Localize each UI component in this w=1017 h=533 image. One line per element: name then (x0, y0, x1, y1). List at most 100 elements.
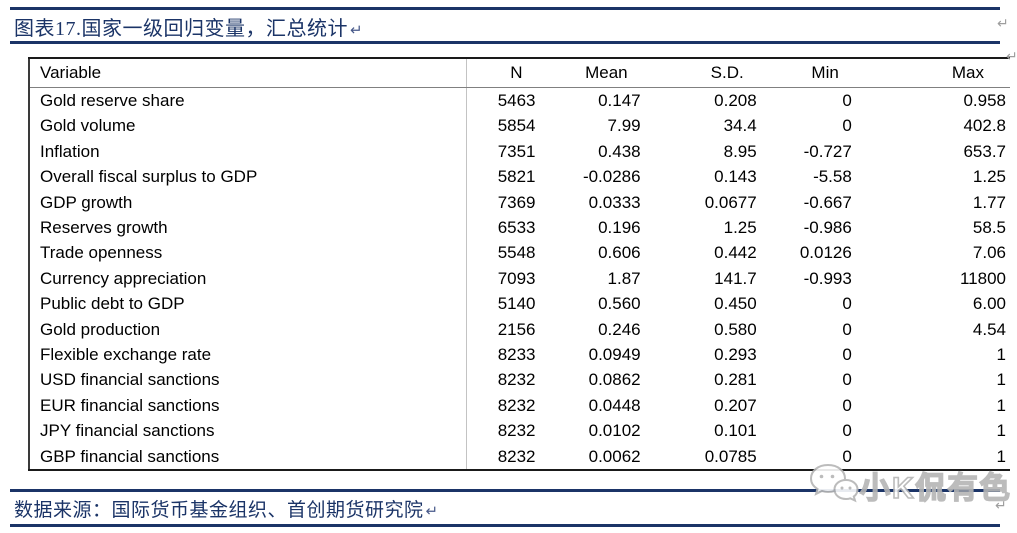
value-cell: 58.5 (972, 218, 1006, 238)
variable-name-cell: EUR financial sanctions (29, 392, 467, 419)
value-cell: 4.54 (972, 319, 1006, 339)
value-cell: 0.143 (714, 167, 757, 187)
table-row: Overall fiscal surplus to GDP 5821 -0.0286… (29, 164, 1010, 190)
value-cell: 0.0949 (588, 345, 641, 365)
value-cell: 1 (996, 395, 1006, 415)
value-cell: 0 (842, 345, 852, 365)
header-cell: Min (765, 58, 861, 88)
value-cell: -0.993 (803, 268, 852, 288)
value-cell: 0.0862 (588, 370, 641, 390)
table-row: EUR financial sanctions 8232 0.0448 0.207 0 1 (29, 392, 1010, 419)
watermark-text: 小K侃有色 (859, 471, 1012, 506)
value-cell: -0.986 (803, 218, 852, 238)
bottom-rule-lower (10, 524, 1000, 527)
value-cell: 0.580 (714, 319, 757, 339)
summary-statistics-table: Variable N Mean S.D. Min Max Gold reserve sha… (28, 57, 1010, 472)
value-cell: 0.0062 (588, 446, 641, 466)
value-cell: 8232 (497, 370, 536, 390)
value-cell: 5140 (497, 294, 536, 314)
data-source-text: 数据来源：国际货币基金组织、首创期货研究院 (14, 500, 424, 521)
paragraph-return-icon: ↵ (350, 22, 364, 39)
variable-name-cell: JPY financial sanctions (29, 418, 467, 444)
variable-name-cell: Currency appreciation (29, 265, 467, 292)
value-cell: 0 (842, 294, 852, 314)
value-cell: 11800 (959, 268, 1006, 288)
row-end-return-icon: ↵ (995, 497, 1007, 513)
header-cell-variable: Variable (29, 58, 467, 88)
variable-name-cell: Gold production (29, 316, 467, 343)
table-row: Public debt to GDP 5140 0.560 0.450 0 6.00 (29, 291, 1010, 317)
value-cell: 8.95 (723, 141, 757, 161)
table-header: Variable N Mean S.D. Min Max (29, 58, 1010, 88)
value-cell: 0.0102 (588, 421, 641, 441)
table-row: Reserves growth 6533 0.196 1.25 -0.986 58.5 (29, 215, 1010, 241)
value-cell: 1 (996, 446, 1006, 466)
variable-name-cell: GBP financial sanctions (29, 443, 467, 471)
value-cell: 0.0785 (704, 446, 757, 466)
watermark: 小K侃有色 (808, 462, 1012, 508)
value-cell: 1.25 (723, 218, 757, 238)
value-cell: -0.727 (803, 141, 852, 161)
value-cell: 0.0126 (799, 243, 852, 263)
variable-name-cell: Gold volume (29, 113, 467, 139)
value-cell: 6533 (497, 218, 536, 238)
value-cell: 8232 (497, 421, 536, 441)
value-cell: 0.450 (714, 294, 757, 314)
value-cell: 0.560 (598, 294, 641, 314)
value-cell: 0.246 (598, 319, 641, 339)
top-rule-lower (10, 41, 1000, 44)
variable-name-cell: Gold reserve share (29, 87, 467, 114)
table-row: Trade openness 5548 0.606 0.442 0.0126 7.06 (29, 240, 1010, 266)
table-body: Gold reserve share 5463 0.147 0.208 0 0.958 Go… (29, 87, 1010, 471)
top-rule-upper (10, 7, 1000, 10)
value-cell: 0 (842, 370, 852, 390)
value-cell: 5821 (497, 167, 536, 187)
value-cell: 0 (842, 116, 852, 136)
value-cell: 141.7 (714, 268, 757, 288)
value-cell: 0.442 (714, 243, 757, 263)
table-row: Flexible exchange rate 8233 0.0949 0.293 0 1 (29, 342, 1010, 368)
row-end-return-icon: ↵ (997, 15, 1009, 31)
value-cell: 5463 (497, 91, 536, 110)
figure-title: 图表17.国家一级回归变量，汇总统计 ↵ (14, 12, 363, 41)
variable-name-cell: Trade openness (29, 240, 467, 266)
table-row: Gold production 2156 0.246 0.580 0 4.54 (29, 316, 1010, 343)
variable-name-cell: GDP growth (29, 189, 467, 216)
table-row: JPY financial sanctions 8232 0.0102 0.101 0 1 (29, 418, 1010, 444)
header-cell: S.D. (649, 58, 766, 88)
value-cell: -0.667 (803, 192, 852, 212)
value-cell: 7.99 (607, 116, 641, 136)
value-cell: -0.0286 (582, 167, 641, 187)
value-cell: 0.0333 (588, 192, 641, 212)
value-cell: 2156 (497, 319, 536, 339)
value-cell: -5.58 (813, 167, 852, 187)
wechat-icon (809, 463, 859, 503)
value-cell: 402.8 (963, 116, 1006, 136)
value-cell: 0.101 (714, 421, 757, 441)
header-cell: N (466, 58, 545, 88)
paragraph-return-icon: ↵ (425, 503, 439, 520)
header-cell: Mean (544, 58, 650, 88)
variable-name-cell: Public debt to GDP (29, 291, 467, 317)
value-cell: 5854 (497, 116, 536, 136)
value-cell: 5548 (497, 243, 536, 263)
value-cell: 8233 (497, 345, 536, 365)
value-cell: 1.87 (607, 268, 641, 288)
table-row: Inflation 7351 0.438 8.95 -0.727 653.7 (29, 138, 1010, 165)
data-source-line: 数据来源：国际货币基金组织、首创期货研究院 ↵ (14, 495, 439, 522)
value-cell: 653.7 (963, 141, 1006, 161)
value-cell: 6.00 (972, 294, 1006, 314)
value-cell: 34.4 (723, 116, 757, 136)
value-cell: 7093 (497, 268, 536, 288)
value-cell: 0.207 (714, 395, 757, 415)
variable-name-cell: USD financial sanctions (29, 367, 467, 393)
variable-name-cell: Overall fiscal surplus to GDP (29, 164, 467, 190)
table-row: Gold volume 5854 7.99 34.4 0 402.8 (29, 113, 1010, 139)
value-cell: 0 (842, 446, 852, 466)
variable-name-cell: Reserves growth (29, 215, 467, 241)
value-cell: 0 (842, 421, 852, 441)
value-cell: 7351 (497, 141, 536, 161)
value-cell: 0.606 (598, 243, 641, 263)
variable-name-cell: Inflation (29, 138, 467, 165)
